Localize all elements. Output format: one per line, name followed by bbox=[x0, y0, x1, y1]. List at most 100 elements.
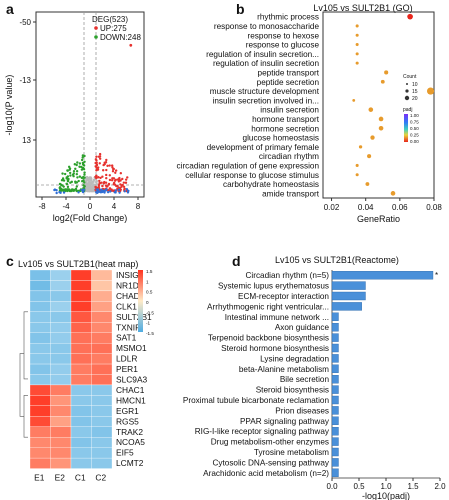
color-legend-label: 0.75 bbox=[410, 120, 419, 125]
sample-label: E1 bbox=[34, 473, 45, 483]
go-term-dot bbox=[380, 79, 385, 84]
category-label: Intestinal immune network ... bbox=[225, 313, 329, 322]
up-point bbox=[103, 180, 106, 184]
ns-point bbox=[86, 178, 89, 182]
up-point bbox=[114, 169, 118, 172]
go-term-dot bbox=[378, 116, 384, 122]
reactome-bar bbox=[331, 354, 339, 363]
up-point bbox=[115, 184, 118, 188]
category-label: Arrhythmogenic right ventricular... bbox=[207, 302, 329, 311]
category-label: response to hexose bbox=[248, 31, 320, 40]
up-point bbox=[98, 179, 101, 183]
down-point bbox=[78, 162, 82, 165]
x-axis-label: GeneRatio bbox=[357, 214, 400, 224]
size-legend-title: Count bbox=[403, 74, 417, 80]
color-scale-bar bbox=[138, 270, 143, 332]
color-scale-label: 0 bbox=[146, 300, 149, 305]
up-point bbox=[95, 163, 99, 167]
up-point bbox=[106, 164, 109, 168]
down-point bbox=[60, 179, 64, 182]
x-axis-label: log2(Fold Change) bbox=[53, 213, 128, 223]
color-legend-label: 0.50 bbox=[410, 126, 419, 131]
down-point bbox=[82, 168, 86, 171]
category-label: circadian regulation of gene expression bbox=[177, 161, 320, 170]
category-label: peptide transport bbox=[258, 68, 320, 77]
category-label: Proximal tubule bicarbonate reclamation bbox=[183, 396, 330, 405]
chart-title: Lv105 vs SULT2B1(heat map) bbox=[18, 259, 138, 269]
up-point bbox=[111, 170, 115, 173]
down-point bbox=[81, 161, 85, 165]
go-term-dot bbox=[355, 33, 359, 37]
category-label: insulin secretion bbox=[260, 106, 319, 115]
blue-point bbox=[53, 188, 57, 191]
up-point bbox=[122, 185, 126, 188]
reactome-bar bbox=[331, 406, 339, 415]
up-point bbox=[95, 168, 99, 171]
category-label: Systemic lupus erythematosus bbox=[218, 282, 329, 291]
up-point bbox=[112, 177, 116, 180]
gene-label: INSIG1 bbox=[116, 270, 144, 280]
category-label: hormone secretion bbox=[251, 124, 319, 133]
x-tick-label: 1.0 bbox=[380, 482, 392, 491]
down-point bbox=[61, 172, 64, 175]
down-point bbox=[58, 182, 62, 186]
up-point bbox=[122, 181, 126, 184]
down-point bbox=[68, 189, 72, 193]
size-legend-label: 15 bbox=[412, 89, 418, 95]
up-point bbox=[98, 162, 101, 165]
down-point bbox=[63, 172, 67, 176]
down-point bbox=[78, 165, 81, 168]
down-point bbox=[83, 181, 86, 184]
x-tick-label: 0.5 bbox=[353, 482, 365, 491]
up-point bbox=[97, 183, 101, 187]
up-point bbox=[95, 155, 98, 158]
down-point bbox=[76, 176, 79, 179]
category-label: muscle structure development bbox=[210, 87, 320, 96]
x-tick-label: -8 bbox=[38, 202, 46, 211]
category-label: RIG-I-like receptor signaling pathway bbox=[195, 427, 330, 436]
category-label: Drug metabolism-other enzymes bbox=[211, 438, 329, 447]
color-scale-label: 0.5 bbox=[146, 290, 153, 295]
up-point bbox=[110, 179, 114, 182]
ns-point bbox=[89, 186, 93, 190]
up-point bbox=[99, 176, 102, 180]
ns-point bbox=[86, 189, 89, 192]
ns-point bbox=[89, 178, 92, 181]
ns-point bbox=[92, 180, 95, 184]
down-point bbox=[74, 167, 77, 171]
up-point bbox=[98, 157, 102, 160]
up-point bbox=[97, 166, 100, 169]
up-point bbox=[98, 155, 102, 158]
row-dendrogram bbox=[23, 311, 28, 380]
down-point bbox=[75, 181, 78, 184]
ns-point bbox=[95, 179, 98, 183]
ns-point bbox=[89, 189, 93, 192]
reactome-bar bbox=[331, 395, 339, 405]
go-term-dot bbox=[352, 98, 356, 102]
heatmap-cell bbox=[91, 457, 113, 469]
panel-label-a: a bbox=[6, 1, 14, 17]
up-point bbox=[94, 175, 97, 179]
x-tick-label: 4 bbox=[112, 202, 117, 211]
category-label: rhythmic process bbox=[257, 13, 319, 22]
down-point bbox=[75, 189, 78, 192]
color-scale-label: -0.5 bbox=[146, 310, 154, 315]
up-point bbox=[105, 168, 108, 172]
y-tick-label: 13 bbox=[22, 136, 31, 145]
x-axis-label: -log10(padj) bbox=[362, 491, 410, 500]
gene-label: TXNIP bbox=[116, 322, 141, 332]
up-point bbox=[121, 183, 124, 187]
up-point bbox=[98, 152, 102, 156]
color-scale-label: 1.5 bbox=[146, 269, 153, 274]
reactome-bar bbox=[331, 291, 366, 301]
color-scale-label: -1.5 bbox=[146, 331, 154, 336]
gene-label: NCOA5 bbox=[116, 437, 145, 447]
down-point bbox=[82, 175, 85, 179]
y-tick-label: -50 bbox=[19, 18, 31, 27]
color-legend-bar bbox=[404, 114, 408, 142]
legend-title: DEG(523) bbox=[92, 15, 128, 24]
blue-point bbox=[114, 189, 118, 192]
up-point bbox=[108, 164, 111, 167]
